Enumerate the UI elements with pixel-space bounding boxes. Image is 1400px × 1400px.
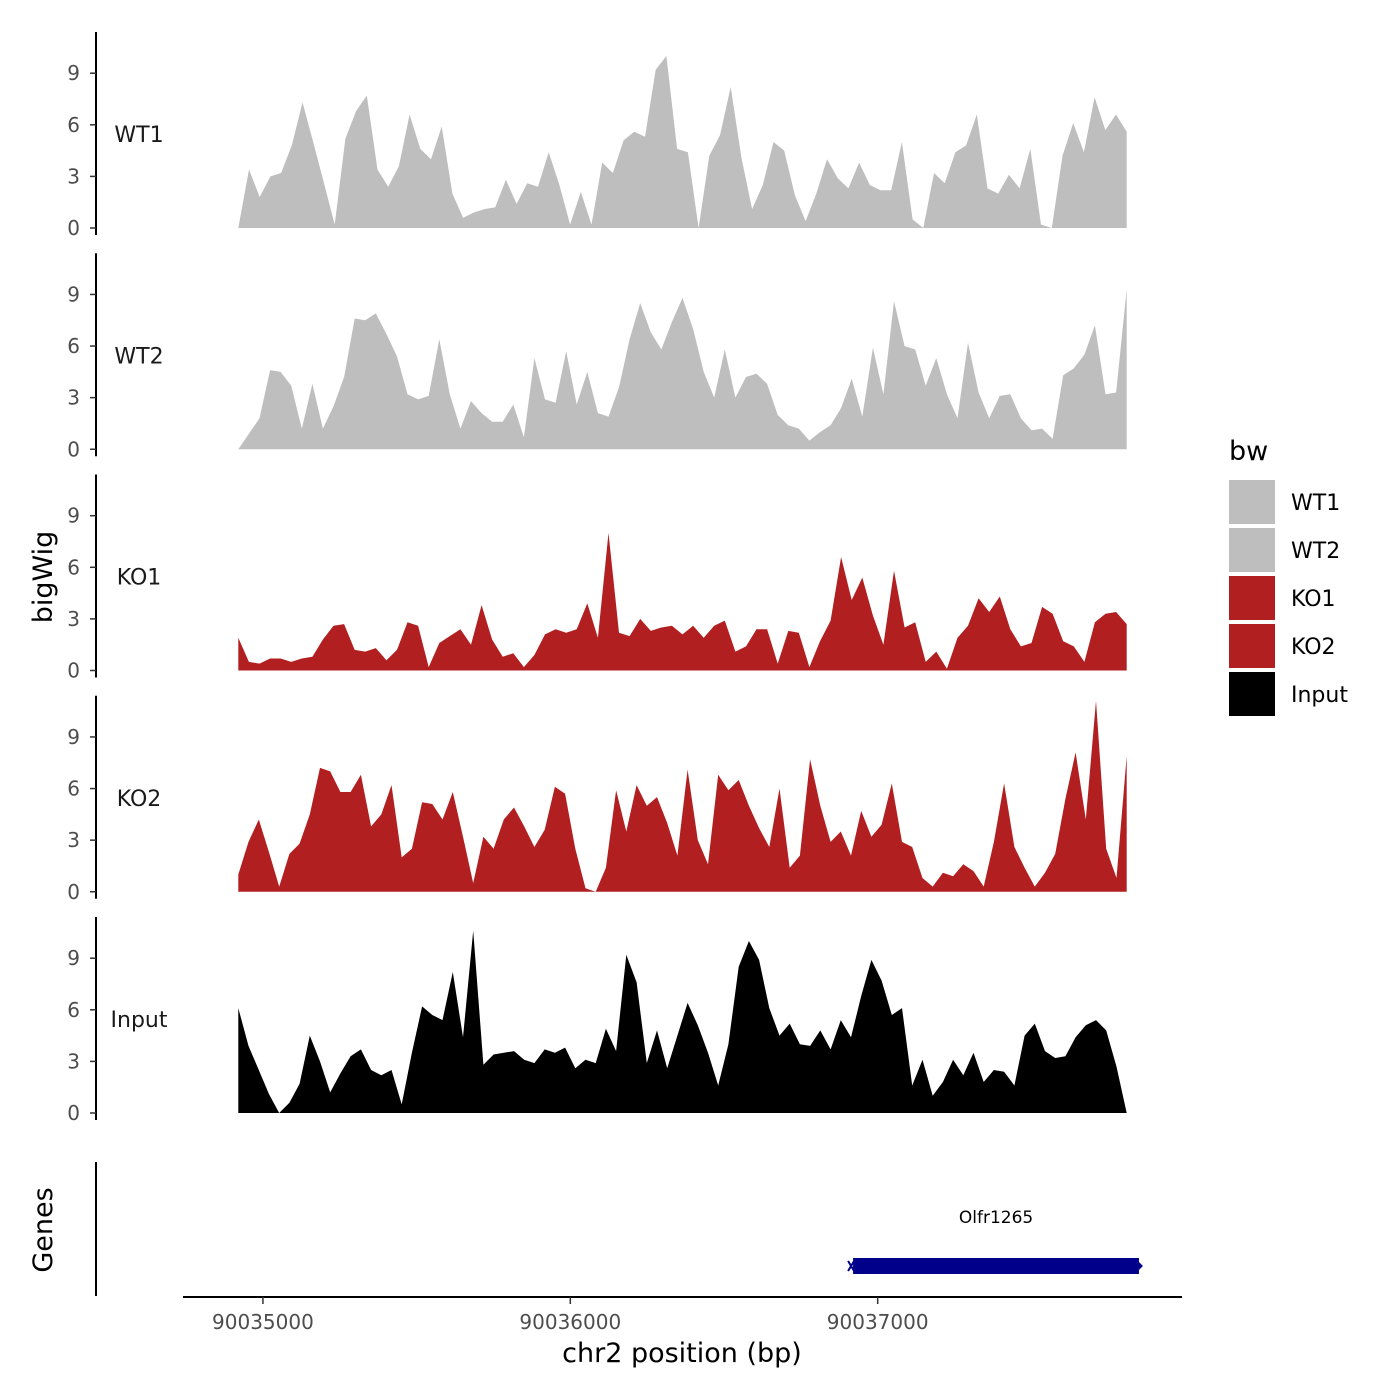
track-input: 0 3 6 9 Input bbox=[67, 917, 1127, 1125]
y-tick-label: 3 bbox=[67, 386, 80, 410]
legend-label: KO1 bbox=[1291, 587, 1336, 612]
legend: bw WT1 WT2 KO1 KO2 Input bbox=[1229, 436, 1348, 716]
y-tick-label: 9 bbox=[67, 946, 80, 970]
x-axis-title: chr2 position (bp) bbox=[562, 1338, 802, 1369]
area-wt2 bbox=[238, 289, 1127, 450]
y-tick-label: 9 bbox=[67, 282, 80, 306]
y-tick-label: 6 bbox=[67, 555, 80, 579]
y-tick-label: 0 bbox=[67, 1101, 80, 1125]
legend-swatch bbox=[1229, 576, 1275, 620]
y-tick-label: 0 bbox=[67, 880, 80, 904]
genes-panel: Genes Olfr1265 bbox=[28, 1162, 1143, 1296]
legend-item-wt1: WT1 bbox=[1229, 480, 1340, 524]
track-ko1: 0 3 6 9 KO1 bbox=[67, 474, 1127, 683]
y-tick-label: 0 bbox=[67, 659, 80, 683]
y-tick-label: 6 bbox=[67, 777, 80, 801]
y-tick-label: 3 bbox=[67, 1049, 80, 1073]
y-tick-label: 0 bbox=[67, 437, 80, 461]
legend-item-input: Input bbox=[1229, 672, 1348, 716]
legend-swatch bbox=[1229, 480, 1275, 524]
y-tick-label: 6 bbox=[67, 334, 80, 358]
legend-item-ko1: KO1 bbox=[1229, 576, 1336, 620]
y-tick-label: 6 bbox=[67, 113, 80, 137]
track-label-ko2: KO2 bbox=[117, 787, 162, 812]
legend-item-ko2: KO2 bbox=[1229, 624, 1336, 668]
y-tick-label: 9 bbox=[67, 725, 80, 749]
track-ko2: 0 3 6 9 KO2 bbox=[67, 695, 1127, 904]
y-tick-label: 3 bbox=[67, 828, 80, 852]
legend-swatch bbox=[1229, 528, 1275, 572]
area-ko2 bbox=[238, 700, 1127, 892]
y-tick-label: 0 bbox=[67, 216, 80, 240]
y-tick-label: 9 bbox=[67, 504, 80, 528]
legend-title: bw bbox=[1229, 436, 1268, 467]
y-tick-label: 9 bbox=[67, 61, 80, 85]
legend-label: WT2 bbox=[1291, 539, 1340, 564]
gene-start-marker bbox=[847, 1260, 855, 1272]
signal-tracks: 0 3 6 9 WT1 0 3 6 9 WT2 0 3 6 9 KO1 0 3 6 9 KO2 0 3 6 9 Input bbox=[67, 32, 1127, 1125]
y-axis-title: bigWig bbox=[28, 531, 59, 624]
track-label-wt2: WT2 bbox=[114, 344, 163, 369]
gene-label: Olfr1265 bbox=[959, 1208, 1033, 1228]
gene-olfr1265: Olfr1265 bbox=[847, 1208, 1143, 1274]
legend-item-wt2: WT2 bbox=[1229, 528, 1340, 572]
y-tick-label: 3 bbox=[67, 164, 80, 188]
x-tick-label: 90037000 bbox=[827, 1310, 929, 1334]
track-label-wt1: WT1 bbox=[114, 123, 163, 148]
y-tick-label: 3 bbox=[67, 607, 80, 631]
x-tick-label: 90036000 bbox=[519, 1310, 621, 1334]
x-axis: 90035000 90036000 90037000 bbox=[183, 1296, 1182, 1334]
area-wt1 bbox=[238, 56, 1127, 228]
legend-label: KO2 bbox=[1291, 635, 1336, 660]
legend-swatch bbox=[1229, 672, 1275, 716]
track-wt2: 0 3 6 9 WT2 bbox=[67, 253, 1127, 461]
legend-swatch bbox=[1229, 624, 1275, 668]
legend-label: Input bbox=[1291, 683, 1348, 708]
track-wt1: 0 3 6 9 WT1 bbox=[67, 32, 1127, 240]
gene-body bbox=[853, 1258, 1139, 1274]
genes-axis-title: Genes bbox=[28, 1187, 59, 1272]
y-tick-label: 6 bbox=[67, 998, 80, 1022]
x-tick-label: 90035000 bbox=[212, 1310, 314, 1334]
track-label-input: Input bbox=[111, 1008, 168, 1033]
area-ko1 bbox=[238, 532, 1127, 671]
area-input bbox=[238, 930, 1127, 1113]
track-label-ko1: KO1 bbox=[117, 566, 162, 591]
legend-label: WT1 bbox=[1291, 491, 1340, 516]
gene-strand-arrow bbox=[1138, 1262, 1143, 1270]
